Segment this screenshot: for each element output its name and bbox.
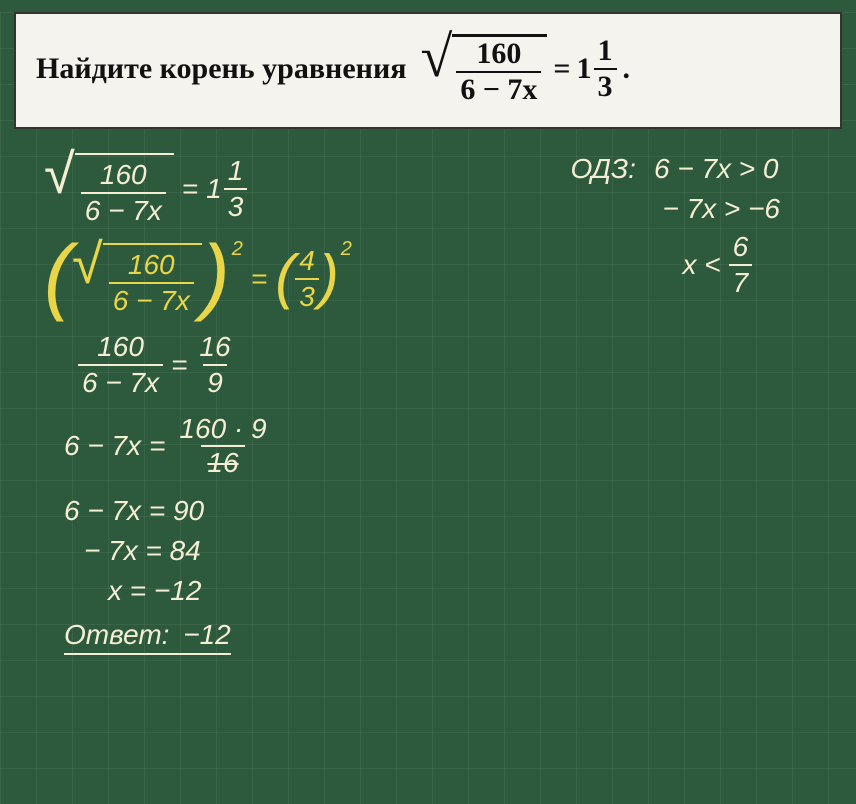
s2-den: 6 − 7x	[109, 282, 194, 315]
odz-column: ОДЗ: 6 − 7x > 0 − 7x > −6 x < 6 7	[570, 153, 830, 655]
s1-rhs-whole: 1	[206, 173, 222, 205]
problem-rhs-whole: 1	[577, 52, 592, 86]
solution-column: √ 160 6 − 7x = 1 1 3 (	[44, 153, 352, 655]
radical-icon: √	[44, 159, 75, 190]
s4-lhs: 6 − 7x	[64, 430, 141, 462]
s3-rhs-den: 9	[203, 364, 227, 397]
odz-line1: 6 − 7x > 0	[654, 153, 779, 185]
s2-lhs-exp: 2	[232, 238, 243, 261]
problem-sqrt-num: 160	[472, 39, 525, 71]
paren-left-icon: (	[44, 250, 72, 300]
problem-statement-box: Найдите корень уравнения √ 160 6 − 7x = …	[14, 12, 842, 129]
answer-value: −12	[183, 619, 231, 650]
s5-eq: 6 − 7x = 90	[64, 495, 204, 527]
odz-row-3: x < 6 7	[682, 233, 780, 297]
problem-label: Найдите корень уравнения	[36, 52, 406, 86]
problem-rhs-frac-num: 1	[594, 36, 617, 68]
odz-line3-lhs: x <	[682, 249, 720, 281]
solution-step-1: √ 160 6 − 7x = 1 1 3	[44, 153, 352, 225]
solution-step-2: ( √ 160 6 − 7x ) 2 = ( 4	[44, 243, 352, 315]
s1-den: 6 − 7x	[81, 192, 166, 225]
solution-step-4: 6 − 7x = 160 · 9 16	[64, 415, 352, 477]
problem-period: .	[623, 52, 631, 86]
odz-frac-den: 7	[729, 264, 753, 297]
solution-step-3: 160 6 − 7x = 16 9	[78, 333, 352, 397]
equals-sign: =	[553, 52, 570, 86]
paren-right-icon: )	[202, 250, 230, 300]
answer-label: Ответ:	[64, 619, 169, 650]
s2-rhs-num: 4	[295, 247, 319, 278]
solution-step-5: 6 − 7x = 90	[64, 495, 352, 527]
s1-num: 160	[96, 161, 151, 192]
odz-label: ОДЗ:	[570, 153, 636, 185]
s3-lhs-num: 160	[93, 333, 148, 364]
s4-rhs-num: 160 · 9	[173, 415, 272, 445]
answer-row: Ответ: −12	[64, 619, 352, 655]
odz-frac-num: 6	[729, 233, 753, 264]
s3-rhs-num: 16	[195, 333, 234, 364]
s1-rhs-num: 1	[224, 157, 248, 188]
solution-step-6: − 7x = 84	[84, 535, 352, 567]
paren-right-icon: )	[319, 256, 339, 298]
paren-left-icon: (	[275, 256, 295, 298]
s2-num: 160	[124, 251, 179, 282]
s4-rhs-den: 16	[201, 445, 244, 477]
radical-symbol: √	[420, 40, 452, 75]
s7-eq: x = −12	[108, 575, 201, 607]
s1-rhs-den: 3	[224, 188, 248, 221]
odz-row-1: ОДЗ: 6 − 7x > 0	[570, 153, 780, 185]
solution-step-7: x = −12	[108, 575, 352, 607]
s2-rhs-exp: 2	[341, 238, 352, 261]
odz-line2: − 7x > −6	[662, 193, 780, 225]
sqrt-icon: √ 160 6 − 7x	[420, 32, 547, 105]
chalkboard-work-area: √ 160 6 − 7x = 1 1 3 (	[0, 129, 856, 665]
s2-rhs-den: 3	[295, 278, 319, 311]
s3-lhs-den: 6 − 7x	[78, 364, 163, 397]
radical-icon: √	[72, 249, 103, 280]
problem-sqrt-den: 6 − 7x	[456, 71, 541, 105]
odz-row-2: − 7x > −6	[662, 193, 780, 225]
problem-equation: √ 160 6 − 7x = 1 1 3 .	[420, 32, 630, 105]
problem-rhs-frac-den: 3	[594, 68, 617, 102]
s6-eq: − 7x = 84	[84, 535, 201, 567]
